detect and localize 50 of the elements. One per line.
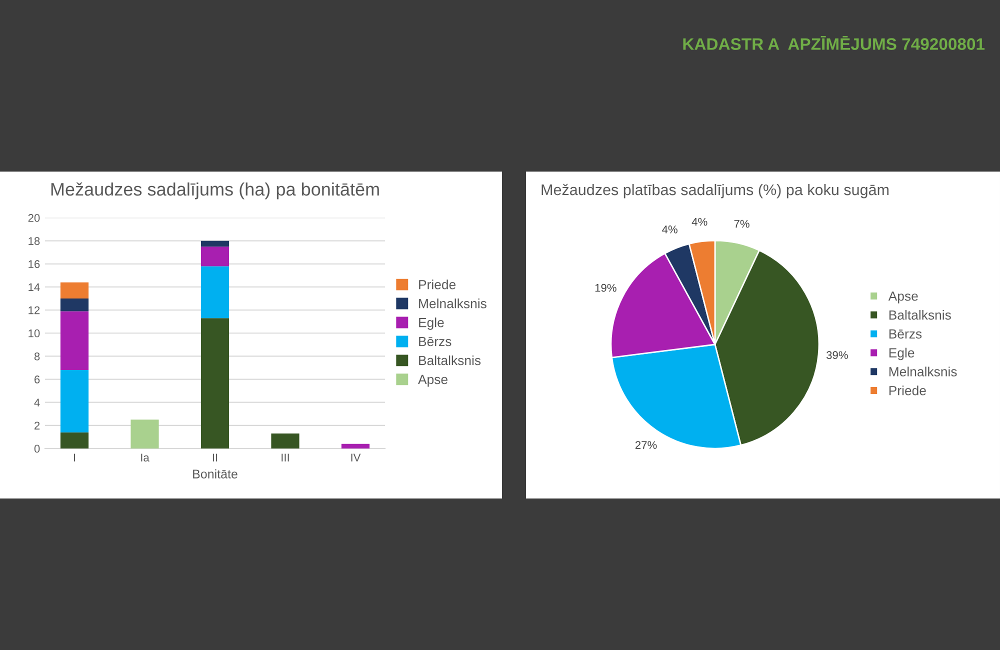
legend-label: Melnalksnis (889, 366, 957, 376)
legend-label: Priede (419, 280, 456, 290)
x-tick-label: IV (351, 454, 361, 462)
chart-title: Mežaudzes sadalījums (ha) pa bonitātēm (51, 182, 379, 200)
text: KADASTR A APZĪMĒJUMS 749200801 (683, 36, 985, 50)
y-tick-label: 14 (28, 283, 40, 291)
bar (200, 246, 230, 266)
legend-label: Apse (888, 292, 918, 304)
legend-label: Egle (889, 348, 914, 360)
y-tick-label: 0 (34, 444, 40, 453)
x-axis-title: Bonitāte (193, 469, 238, 478)
chart-title: Mežaudzes platības sadalījums (%) pa koku sugām (542, 184, 889, 198)
legend-label: Baltalksnis (419, 355, 481, 366)
y-tick-label: 6 (34, 376, 40, 384)
legend-label: Priede (889, 386, 926, 396)
legend-label: Egle (419, 318, 444, 330)
x-tick-label: III (282, 454, 289, 462)
y-tick-label: 18 (28, 237, 40, 245)
bar (60, 282, 89, 299)
x-tick-label: I (74, 454, 76, 462)
data-label: 4% (692, 218, 708, 226)
x-tick-label: II (212, 454, 218, 462)
bar (271, 434, 300, 448)
bar (200, 240, 230, 247)
y-tick-label: 10 (28, 329, 40, 338)
bar (60, 298, 89, 312)
y-tick-label: 4 (34, 398, 40, 406)
bar (60, 370, 89, 432)
bar (200, 318, 230, 448)
data-label: 39% (826, 351, 848, 360)
legend-label: Bērzs (419, 336, 452, 346)
bar (60, 311, 89, 370)
x-tick-label: Ia (141, 454, 150, 462)
y-tick-label: 8 (34, 352, 40, 360)
data-label: 27% (635, 441, 657, 449)
y-tick-label: 2 (34, 422, 40, 430)
y-tick-label: 20 (28, 214, 40, 222)
data-label: 19% (595, 284, 616, 292)
data-label: 4% (662, 226, 678, 234)
bar (130, 420, 159, 448)
legend-label: Apse (418, 374, 448, 387)
bar (60, 432, 89, 448)
legend-label: Melnalksnis (419, 298, 486, 308)
bar (200, 266, 230, 318)
legend-label: Bērzs (889, 329, 922, 339)
y-tick-label: 12 (28, 306, 40, 314)
data-label: 7% (734, 220, 750, 228)
y-tick-label: 16 (28, 260, 40, 268)
bar (341, 444, 370, 448)
legend-label: Baltalksnis (889, 310, 951, 320)
